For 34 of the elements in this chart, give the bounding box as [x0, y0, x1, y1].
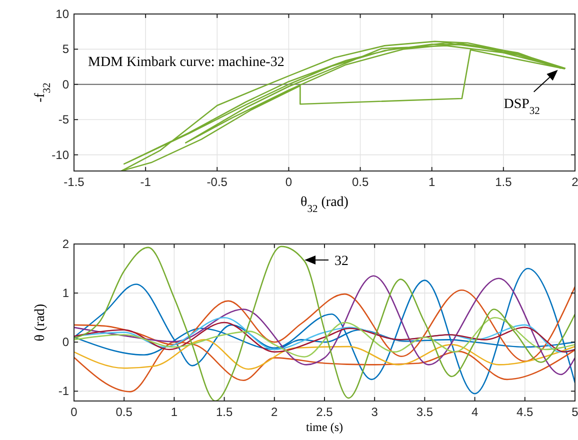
x-tick-label: 1.5: [216, 405, 233, 419]
annotation: 32: [334, 254, 349, 269]
x-tick-label: 2: [572, 175, 578, 189]
y-tick-label: -10: [52, 148, 70, 162]
y-tick-label: -5: [58, 112, 70, 127]
x-tick-label: 5: [572, 405, 578, 419]
annotation: MDM Kimbark curve: machine-32: [88, 55, 284, 70]
x-tick-label: 4: [471, 405, 478, 419]
x-tick-label: -1.5: [64, 175, 85, 189]
x-tick-label: 3.5: [416, 405, 434, 419]
x-tick-label: 1: [170, 405, 178, 419]
x-axis-title: time (s): [306, 420, 343, 434]
x-tick-label: 0: [285, 175, 292, 189]
annotation: DSP$_{32}$: [504, 96, 540, 116]
x-tick-label: 2.5: [316, 405, 334, 419]
y-tick-label: -1: [58, 384, 70, 398]
x-tick-label: 1: [428, 175, 436, 189]
x-tick-label: -1: [140, 175, 152, 189]
x-tick-label: 0.5: [116, 405, 133, 419]
x-tick-label: 0.5: [352, 175, 369, 189]
y-tick-label: 10: [56, 7, 70, 21]
y-tick-label: 0: [62, 335, 70, 350]
x-tick-label: 3: [371, 405, 378, 419]
x-axis-title: θ$_{32}$ (rad): [300, 195, 349, 214]
y-tick-label: 5: [62, 42, 70, 56]
x-tick-label: 4.5: [516, 405, 534, 419]
x-tick-label: 2: [271, 405, 278, 419]
x-tick-label: -0.5: [206, 175, 228, 189]
x-tick-label: 0: [70, 405, 78, 419]
y-tick-label: 1: [62, 286, 70, 300]
y-axis-title: θ (rad): [33, 303, 48, 342]
x-tick-label: 1.5: [495, 175, 512, 189]
y-tick-label: 2: [62, 237, 70, 251]
y-tick-label: 0: [62, 77, 70, 92]
